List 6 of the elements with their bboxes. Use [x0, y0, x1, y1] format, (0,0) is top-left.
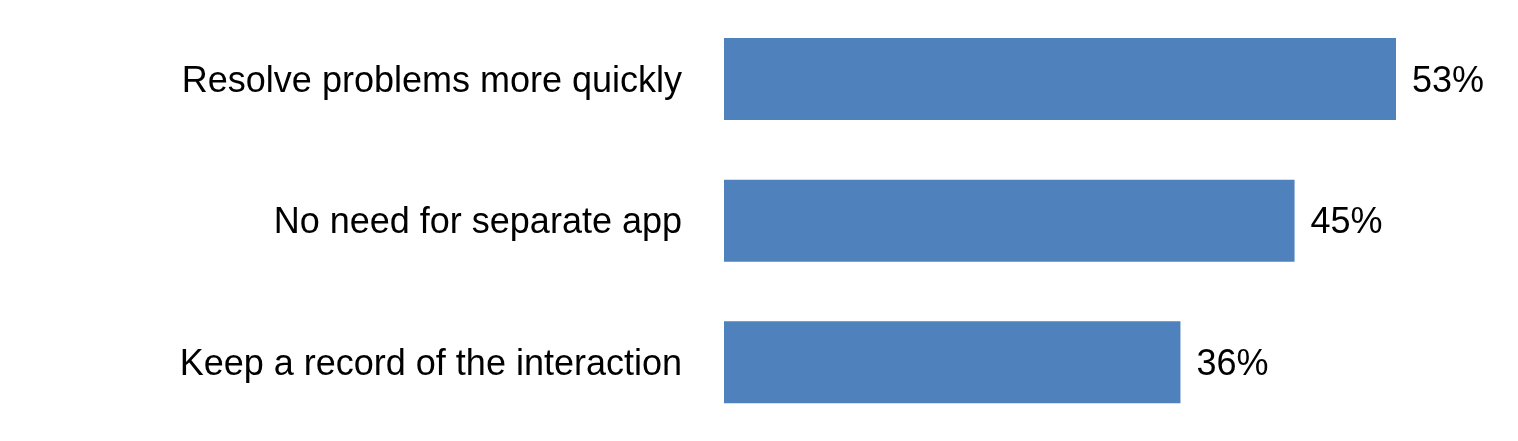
y-tick-label: Keep a record of the interaction — [179, 341, 682, 383]
y-tick-label: Resolve problems more quickly — [181, 58, 682, 100]
y-tick-label: No need for separate app — [273, 200, 682, 242]
data-label: 45% — [1310, 200, 1383, 242]
data-label: 36% — [1196, 342, 1269, 384]
data-label: 53% — [1412, 58, 1485, 100]
